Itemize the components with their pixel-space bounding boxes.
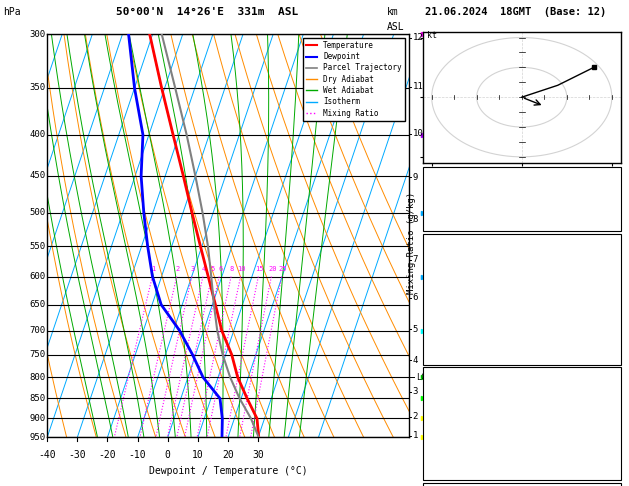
- Text: 51: 51: [606, 196, 616, 205]
- Text: 7: 7: [413, 255, 418, 264]
- Text: 50°00'N  14°26'E  331m  ASL: 50°00'N 14°26'E 331m ASL: [116, 7, 299, 17]
- Text: 8: 8: [413, 215, 418, 224]
- Text: 5: 5: [211, 266, 215, 272]
- Text: 20: 20: [268, 266, 277, 272]
- Text: 974: 974: [600, 393, 616, 402]
- Text: 0: 0: [165, 450, 170, 459]
- Text: 6: 6: [218, 266, 222, 272]
- Text: Lifted Index: Lifted Index: [427, 315, 492, 324]
- Text: 34: 34: [606, 175, 616, 184]
- Text: 650: 650: [29, 300, 45, 309]
- Text: 20: 20: [222, 450, 234, 459]
- Text: 550: 550: [29, 242, 45, 251]
- Legend: Temperature, Dewpoint, Parcel Trajectory, Dry Adiabat, Wet Adiabat, Isotherm, Mi: Temperature, Dewpoint, Parcel Trajectory…: [303, 38, 405, 121]
- Text: 1: 1: [152, 266, 155, 272]
- Text: kt: kt: [427, 31, 437, 39]
- Text: 2: 2: [413, 412, 418, 421]
- Text: 3.29: 3.29: [595, 217, 616, 226]
- Text: 24: 24: [606, 352, 616, 361]
- Text: Temp (°C): Temp (°C): [427, 260, 476, 268]
- Text: 3: 3: [413, 387, 418, 396]
- Text: Totals Totals: Totals Totals: [427, 196, 497, 205]
- Text: © weatheronline.co.uk: © weatheronline.co.uk: [429, 469, 534, 479]
- Text: PW (cm): PW (cm): [427, 217, 465, 226]
- Text: 350: 350: [29, 84, 45, 92]
- Text: -40: -40: [38, 450, 56, 459]
- Text: 300: 300: [29, 30, 45, 38]
- Text: CIN (J): CIN (J): [427, 467, 465, 476]
- Text: CAPE (J): CAPE (J): [427, 333, 470, 342]
- Text: 900: 900: [29, 414, 45, 423]
- Text: 500: 500: [29, 208, 45, 217]
- Text: LCL: LCL: [416, 373, 431, 382]
- Text: 21.06.2024  18GMT  (Base: 12): 21.06.2024 18GMT (Base: 12): [425, 7, 606, 17]
- Text: 12: 12: [413, 33, 423, 42]
- Text: 30: 30: [252, 450, 264, 459]
- Text: Surface: Surface: [501, 241, 542, 250]
- Text: Pressure (mb): Pressure (mb): [427, 393, 497, 402]
- Text: 10: 10: [237, 266, 246, 272]
- Text: 400: 400: [29, 130, 45, 139]
- Text: 6: 6: [413, 293, 418, 302]
- Text: 5: 5: [413, 325, 418, 333]
- Text: 11: 11: [413, 83, 423, 91]
- Text: 25: 25: [279, 266, 287, 272]
- Text: 30.2: 30.2: [595, 260, 616, 268]
- Text: 4: 4: [413, 356, 418, 364]
- Text: 10: 10: [413, 129, 423, 139]
- Text: -6: -6: [606, 315, 616, 324]
- Text: 345: 345: [600, 412, 616, 420]
- Text: 1562: 1562: [595, 333, 616, 342]
- Text: 4: 4: [202, 266, 206, 272]
- Text: K: K: [427, 175, 433, 184]
- Text: CIN (J): CIN (J): [427, 352, 465, 361]
- Text: -10: -10: [129, 450, 147, 459]
- Text: 450: 450: [29, 172, 45, 180]
- Text: 8: 8: [230, 266, 234, 272]
- Text: 1562: 1562: [595, 449, 616, 457]
- Text: -30: -30: [69, 450, 86, 459]
- Text: -20: -20: [99, 450, 116, 459]
- Text: 750: 750: [29, 350, 45, 359]
- Text: 850: 850: [29, 394, 45, 403]
- Text: 9: 9: [413, 173, 418, 182]
- Text: 24: 24: [606, 467, 616, 476]
- Text: Mixing Ratio (g/kg): Mixing Ratio (g/kg): [408, 192, 416, 294]
- Text: Dewp (°C): Dewp (°C): [427, 278, 476, 287]
- Text: θᴇ (K): θᴇ (K): [427, 412, 459, 420]
- Text: 800: 800: [29, 373, 45, 382]
- Text: 3: 3: [191, 266, 195, 272]
- Text: CAPE (J): CAPE (J): [427, 449, 470, 457]
- Text: -6: -6: [606, 430, 616, 439]
- Text: 345: 345: [600, 296, 616, 305]
- Text: 10: 10: [192, 450, 204, 459]
- Text: 2: 2: [175, 266, 180, 272]
- Text: θᴇ(K): θᴇ(K): [427, 296, 454, 305]
- Text: Lifted Index: Lifted Index: [427, 430, 492, 439]
- Text: Dewpoint / Temperature (°C): Dewpoint / Temperature (°C): [148, 466, 308, 476]
- Text: ASL: ASL: [387, 22, 404, 32]
- Text: 1: 1: [413, 432, 418, 440]
- Text: 600: 600: [29, 272, 45, 281]
- Text: km: km: [387, 7, 399, 17]
- Text: 18: 18: [606, 278, 616, 287]
- Text: 700: 700: [29, 326, 45, 335]
- Text: Most Unstable: Most Unstable: [484, 374, 560, 384]
- Text: hPa: hPa: [3, 7, 21, 17]
- Text: 950: 950: [29, 433, 45, 442]
- Text: 15: 15: [255, 266, 264, 272]
